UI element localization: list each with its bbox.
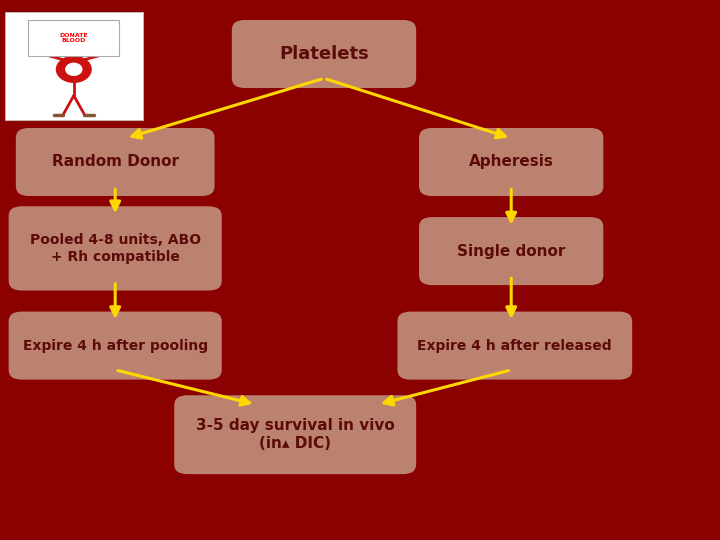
FancyBboxPatch shape: [16, 128, 215, 196]
Text: Single donor: Single donor: [457, 244, 565, 259]
Text: Expire 4 h after pooling: Expire 4 h after pooling: [22, 339, 208, 353]
Circle shape: [56, 56, 91, 82]
Text: Pooled 4-8 units, ABO
+ Rh compatible: Pooled 4-8 units, ABO + Rh compatible: [30, 233, 201, 264]
Text: Apheresis: Apheresis: [469, 154, 554, 170]
FancyBboxPatch shape: [174, 395, 416, 474]
Text: Expire 4 h after released: Expire 4 h after released: [418, 339, 612, 353]
FancyBboxPatch shape: [9, 312, 222, 380]
FancyBboxPatch shape: [397, 312, 632, 380]
Text: Platelets: Platelets: [279, 45, 369, 63]
Text: DONATE
BLOOD: DONATE BLOOD: [60, 32, 88, 43]
FancyBboxPatch shape: [28, 20, 120, 56]
FancyBboxPatch shape: [419, 128, 603, 196]
Circle shape: [66, 63, 82, 75]
FancyBboxPatch shape: [9, 206, 222, 291]
FancyBboxPatch shape: [5, 12, 143, 120]
FancyBboxPatch shape: [232, 20, 416, 88]
Text: Random Donor: Random Donor: [52, 154, 179, 170]
Text: 3-5 day survival in vivo
(in▴ DIC): 3-5 day survival in vivo (in▴ DIC): [196, 418, 395, 451]
FancyBboxPatch shape: [419, 217, 603, 285]
